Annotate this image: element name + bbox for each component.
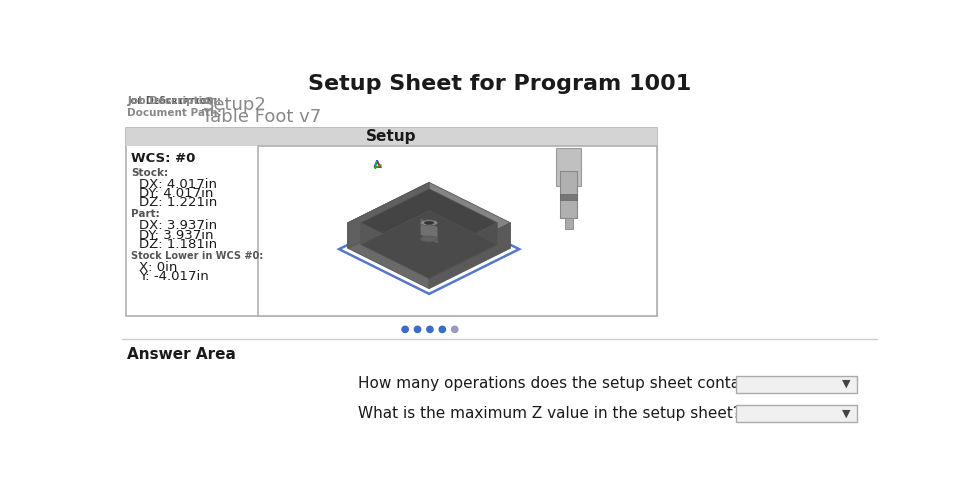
Ellipse shape: [424, 221, 434, 225]
Polygon shape: [348, 183, 429, 248]
Bar: [557, 148, 581, 186]
Polygon shape: [348, 223, 429, 288]
Polygon shape: [348, 183, 511, 263]
Circle shape: [450, 325, 458, 333]
Text: Part:: Part:: [132, 209, 160, 219]
Polygon shape: [429, 223, 497, 278]
Bar: [257, 146, 656, 316]
Text: Document Path:: Document Path:: [128, 108, 221, 118]
Text: DX: 4.017in: DX: 4.017in: [138, 178, 216, 191]
Text: ▼: ▼: [841, 379, 850, 389]
Text: Job Description:: Job Description:: [128, 96, 221, 106]
Circle shape: [439, 325, 447, 333]
Bar: [565, 218, 572, 229]
Polygon shape: [420, 219, 438, 244]
Bar: [126, 128, 656, 146]
Polygon shape: [361, 189, 497, 257]
Text: Setup2: Setup2: [203, 96, 266, 114]
Circle shape: [402, 325, 410, 333]
Text: Jᴏᴇ Dᴇẟᴄʀɪᴘᴛɪᴏɴ:: Jᴏᴇ Dᴇẟᴄʀɪᴘᴛɪᴏɴ:: [128, 96, 217, 106]
Bar: [126, 128, 656, 316]
Text: DY: 3.937in: DY: 3.937in: [138, 229, 214, 242]
Text: How many operations does the setup sheet contain?: How many operations does the setup sheet…: [358, 376, 762, 391]
Text: Table Foot v7: Table Foot v7: [203, 108, 322, 126]
Bar: [736, 376, 857, 393]
Text: DX: 3.937in: DX: 3.937in: [138, 219, 217, 232]
Ellipse shape: [420, 220, 438, 226]
Text: What is the maximum Z value in the setup sheet?: What is the maximum Z value in the setup…: [358, 406, 741, 421]
Text: WCS: #0: WCS: #0: [132, 152, 196, 165]
Text: Setup: Setup: [366, 129, 416, 144]
Bar: [561, 171, 577, 218]
Ellipse shape: [420, 236, 438, 242]
Text: Stock:: Stock:: [132, 168, 169, 178]
Polygon shape: [429, 223, 511, 288]
Text: DY: 4.017in: DY: 4.017in: [138, 187, 214, 200]
Text: X: 0in: X: 0in: [138, 261, 177, 274]
Circle shape: [426, 325, 434, 333]
Text: DZ: 1.221in: DZ: 1.221in: [138, 196, 217, 209]
Text: Answer Area: Answer Area: [128, 347, 236, 362]
Bar: [736, 405, 857, 422]
Text: ▼: ▼: [841, 408, 850, 418]
Polygon shape: [361, 223, 429, 278]
Text: DZ: 1.181in: DZ: 1.181in: [138, 238, 217, 251]
Text: Stock Lower in WCS #0:: Stock Lower in WCS #0:: [132, 251, 263, 261]
Text: Y: -4.017in: Y: -4.017in: [138, 270, 209, 283]
Polygon shape: [361, 211, 497, 278]
Bar: [561, 194, 577, 200]
Text: Setup Sheet for Program 1001: Setup Sheet for Program 1001: [308, 74, 691, 94]
Circle shape: [413, 325, 421, 333]
